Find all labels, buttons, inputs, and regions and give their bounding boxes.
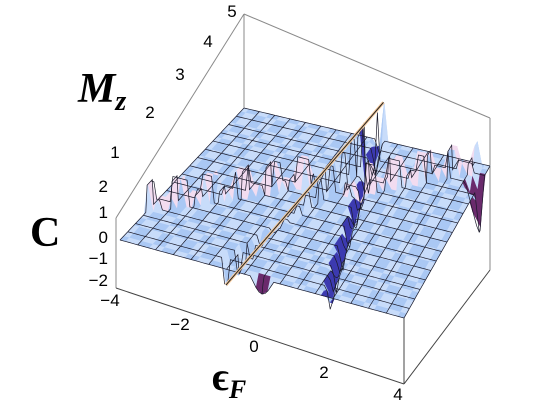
y-axis-title: Mz [77, 66, 126, 117]
tick-labels: 1 2 3 4 5 2 1 0 −1 −2 −4 −2 0 2 4 [89, 2, 403, 404]
mesh-line-y [189, 160, 453, 233]
mesh-line-y [197, 156, 458, 224]
x-tick-4: 4 [393, 385, 402, 404]
x-tick-2: 2 [319, 363, 328, 382]
x-tick-neg2: −2 [170, 315, 189, 334]
mesh-line-y [166, 173, 437, 262]
x-axis-title-sub: F [228, 375, 246, 404]
axis-titles: Mz C ϵF [30, 66, 246, 404]
mesh-line-y [220, 125, 474, 195]
surface [119, 101, 491, 319]
mesh-line-y [158, 176, 431, 271]
mesh-line-y [119, 239, 405, 319]
x-tick-0: 0 [249, 337, 258, 356]
x-axis-title: ϵF [212, 354, 246, 404]
y-tick-2: 2 [145, 103, 154, 122]
mesh-line-y [228, 112, 480, 233]
z-axis-title: C [30, 210, 60, 256]
z-tick-0: 0 [99, 228, 108, 247]
mesh-line-y [243, 107, 491, 167]
z-tick-neg2: −2 [89, 271, 108, 290]
z-tick-1: 1 [99, 203, 108, 222]
diagonal-step-line-edge [225, 101, 384, 286]
mesh-line-y [150, 180, 426, 281]
mesh-line-y [212, 138, 469, 205]
mesh-line-y [236, 115, 485, 176]
x-axis-title-main: ϵ [212, 354, 229, 399]
y-axis-title-main: M [77, 66, 117, 112]
z-tick-neg1: −1 [89, 249, 108, 268]
surface-mesh [119, 107, 491, 319]
x-tick-neg4: −4 [100, 291, 119, 310]
mesh-line-y [143, 214, 421, 293]
y-tick-4: 4 [203, 32, 212, 51]
mesh-line-y [127, 231, 410, 310]
y-tick-3: 3 [175, 65, 184, 84]
box-back-edges [115, 13, 491, 288]
z-tick-2: 2 [99, 177, 108, 196]
mesh-line-y [181, 164, 448, 243]
mesh-line-y [135, 223, 415, 300]
y-tick-5: 5 [227, 2, 236, 21]
mesh-line-y [174, 172, 442, 252]
box-front-edges [115, 269, 491, 385]
y-tick-1: 1 [110, 143, 119, 162]
y-axis-title-sub: z [114, 86, 126, 117]
mesh-line-y [205, 148, 464, 214]
